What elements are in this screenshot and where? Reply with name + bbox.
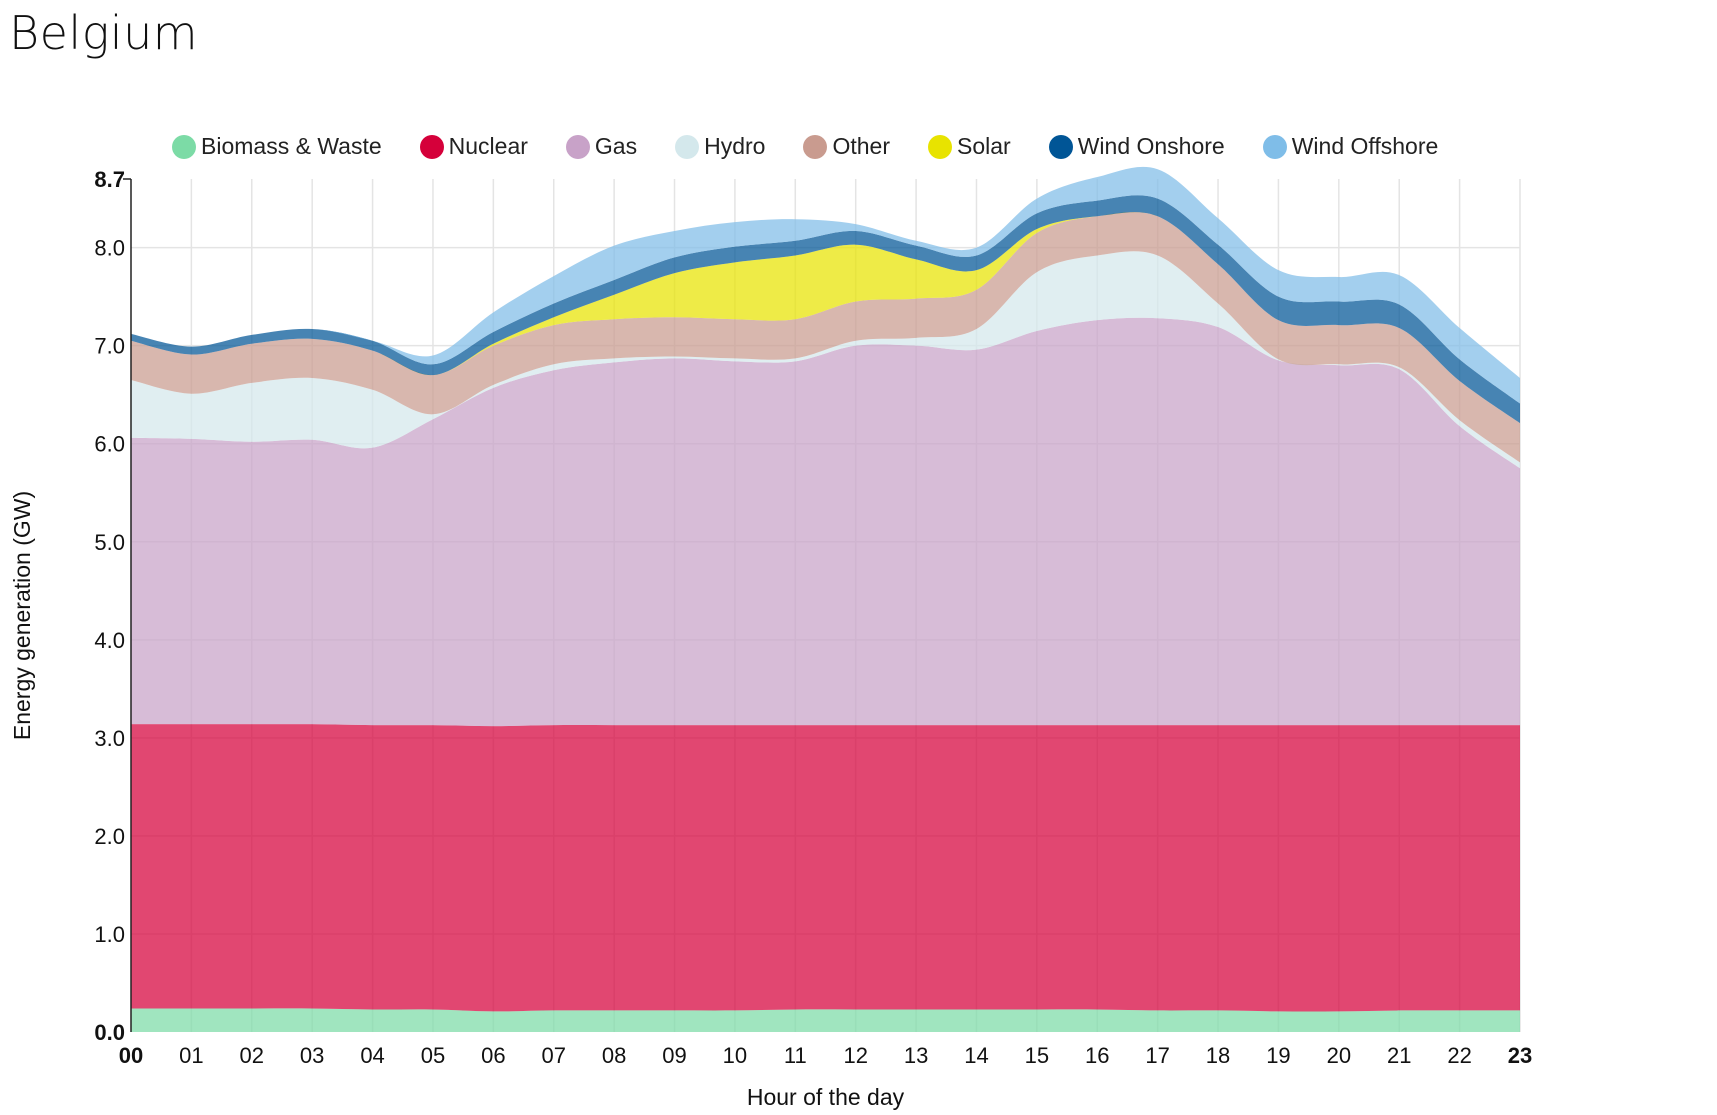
x-tick-label: 04: [360, 1043, 384, 1068]
x-tick-label: 02: [240, 1043, 264, 1068]
legend-swatch: [1262, 134, 1287, 159]
legend-label: Solar: [957, 133, 1011, 159]
legend-label: Wind Offshore: [1291, 133, 1439, 159]
legend-item-solar[interactable]: Solar: [928, 133, 1011, 160]
legend-label: Biomass & Waste: [201, 133, 382, 159]
y-tick-label: 7.0: [94, 334, 125, 359]
x-tick-label: 09: [662, 1043, 686, 1068]
x-tick-label: 01: [179, 1043, 203, 1068]
legend-swatch: [172, 134, 196, 159]
x-tick-label: 16: [1085, 1043, 1109, 1068]
x-tick-label: 12: [843, 1043, 867, 1068]
legend-swatch: [803, 134, 828, 159]
y-tick-label: 8.7: [94, 167, 125, 192]
legend-item-nuclear[interactable]: Nuclear: [419, 133, 528, 160]
x-tick-label: 03: [300, 1043, 324, 1068]
x-tick-label: 23: [1508, 1043, 1532, 1068]
x-tick-label: 22: [1447, 1043, 1471, 1068]
area-other[interactable]: [131, 211, 1520, 463]
chart-legend: Biomass & Waste Nuclear Gas Hydro Other Solar…: [172, 133, 1476, 160]
x-tick-label: 11: [784, 1043, 807, 1068]
legend-item-other[interactable]: Other: [803, 133, 890, 160]
legend-label: Nuclear: [448, 133, 528, 159]
legend-swatch: [928, 134, 952, 159]
x-tick-label: 08: [602, 1043, 626, 1068]
legend-item-wind-offshore[interactable]: Wind Offshore: [1262, 133, 1439, 160]
legend-swatch: [565, 134, 590, 159]
legend-item-hydro[interactable]: Hydro: [675, 133, 765, 160]
legend-label: Wind Onshore: [1077, 133, 1225, 159]
x-tick-label: 19: [1266, 1043, 1290, 1068]
x-tick-label: 07: [541, 1043, 565, 1068]
y-tick-label: 4.0: [94, 628, 125, 653]
x-tick-label: 21: [1387, 1043, 1411, 1068]
y-axis-title: Energy generation (GW): [9, 491, 35, 740]
x-tick-label: 10: [723, 1043, 747, 1068]
y-tick-label: 3.0: [94, 726, 125, 751]
area-wind-onshore[interactable]: [131, 195, 1520, 424]
y-tick-label: 1.0: [94, 922, 125, 947]
area-hydro[interactable]: [131, 251, 1520, 469]
x-tick-label: 17: [1145, 1043, 1169, 1068]
legend-swatch: [1048, 134, 1073, 159]
area-gas[interactable]: [131, 317, 1520, 727]
x-tick-label: 00: [119, 1043, 143, 1068]
x-tick-label: 05: [421, 1043, 445, 1068]
x-tick-label: 06: [481, 1043, 505, 1068]
x-tick-label: 20: [1327, 1043, 1351, 1068]
x-tick-label: 13: [904, 1043, 928, 1068]
x-tick-label: 14: [964, 1043, 988, 1068]
area-biomass-and-waste[interactable]: [131, 1008, 1520, 1032]
area-nuclear[interactable]: [131, 724, 1520, 1012]
y-tick-label: 6.0: [94, 432, 125, 457]
x-tick-label: 15: [1025, 1043, 1049, 1068]
x-tick-label: 18: [1206, 1043, 1230, 1068]
legend-swatch: [675, 134, 700, 159]
page-title: Belgium: [9, 6, 199, 60]
legend-item-wind-onshore[interactable]: Wind Onshore: [1048, 133, 1225, 160]
y-tick-label: 5.0: [94, 530, 125, 555]
y-tick-label: 2.0: [94, 824, 125, 849]
legend-item-gas[interactable]: Gas: [565, 133, 638, 160]
legend-label: Other: [832, 133, 890, 159]
y-tick-label: 8.0: [94, 236, 125, 261]
legend-label: Hydro: [704, 133, 766, 159]
legend-label: Gas: [594, 133, 638, 159]
legend-swatch: [419, 134, 444, 159]
legend-item-biomass-and-waste[interactable]: Biomass & Waste: [172, 133, 382, 160]
x-axis-title: Hour of the day: [747, 1084, 905, 1110]
y-tick-label: 0.0: [94, 1020, 125, 1045]
area-solar[interactable]: [131, 211, 1520, 424]
